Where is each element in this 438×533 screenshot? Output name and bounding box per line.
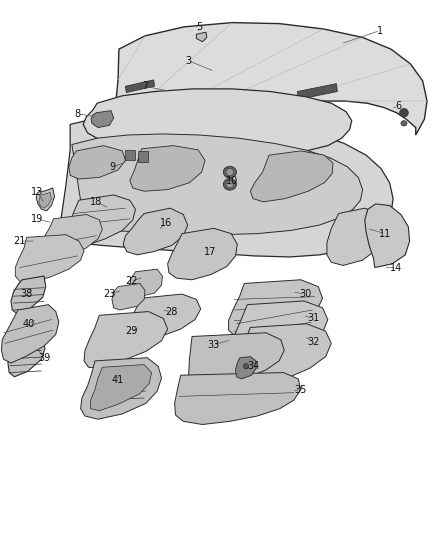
Text: 16: 16 [160, 218, 172, 228]
Text: 17: 17 [204, 247, 216, 257]
Polygon shape [251, 151, 333, 202]
Polygon shape [91, 365, 152, 411]
Text: 39: 39 [38, 353, 50, 362]
Text: 5: 5 [196, 22, 202, 32]
Text: 38: 38 [21, 289, 33, 299]
Polygon shape [125, 80, 155, 93]
Polygon shape [229, 280, 322, 336]
Bar [125, 150, 135, 160]
Text: 7: 7 [142, 81, 148, 91]
Text: 32: 32 [307, 337, 320, 347]
Polygon shape [231, 301, 328, 362]
Text: 13: 13 [31, 187, 43, 197]
Polygon shape [84, 312, 168, 368]
Text: 23: 23 [103, 289, 116, 299]
Ellipse shape [226, 168, 234, 176]
Text: 40: 40 [22, 319, 35, 329]
Polygon shape [234, 324, 331, 387]
Polygon shape [196, 32, 207, 42]
Polygon shape [69, 146, 125, 179]
Polygon shape [168, 228, 237, 280]
Polygon shape [129, 269, 162, 297]
Text: 10: 10 [226, 175, 238, 185]
Ellipse shape [399, 109, 408, 117]
Text: 29: 29 [125, 326, 137, 336]
Polygon shape [11, 276, 46, 314]
Polygon shape [175, 373, 301, 424]
Text: 30: 30 [299, 289, 311, 299]
Polygon shape [115, 22, 427, 135]
Ellipse shape [226, 181, 234, 188]
Polygon shape [15, 235, 84, 282]
Polygon shape [130, 146, 205, 191]
Text: 34: 34 [248, 361, 260, 371]
Text: 9: 9 [110, 162, 116, 172]
Text: 8: 8 [74, 109, 81, 119]
Text: 35: 35 [295, 384, 307, 394]
Polygon shape [72, 134, 363, 235]
Text: 14: 14 [390, 263, 403, 272]
Text: 21: 21 [14, 236, 26, 246]
Text: 11: 11 [379, 229, 392, 239]
Polygon shape [236, 357, 256, 379]
Polygon shape [188, 333, 284, 387]
Text: 6: 6 [395, 101, 401, 111]
Polygon shape [297, 84, 337, 100]
Polygon shape [365, 204, 410, 268]
Polygon shape [91, 111, 114, 127]
Polygon shape [41, 215, 102, 260]
Text: 28: 28 [165, 306, 177, 317]
Polygon shape [8, 338, 45, 377]
Polygon shape [127, 294, 201, 342]
Polygon shape [39, 192, 51, 208]
Text: 22: 22 [125, 276, 138, 286]
Ellipse shape [223, 166, 237, 178]
Polygon shape [36, 188, 54, 211]
Text: 19: 19 [31, 214, 43, 224]
Polygon shape [81, 358, 162, 419]
Text: 1: 1 [377, 26, 383, 36]
Polygon shape [58, 114, 393, 257]
Ellipse shape [223, 179, 237, 190]
Text: 3: 3 [185, 56, 191, 66]
Polygon shape [64, 195, 135, 246]
Polygon shape [83, 89, 352, 155]
Text: 31: 31 [308, 313, 320, 324]
Ellipse shape [244, 364, 249, 369]
Polygon shape [1, 305, 59, 363]
Ellipse shape [401, 120, 407, 126]
Text: 33: 33 [208, 340, 220, 350]
Polygon shape [327, 208, 384, 265]
Polygon shape [123, 208, 187, 255]
Bar [138, 151, 148, 161]
Polygon shape [112, 284, 145, 310]
Text: 18: 18 [90, 197, 102, 207]
Text: 41: 41 [112, 375, 124, 385]
